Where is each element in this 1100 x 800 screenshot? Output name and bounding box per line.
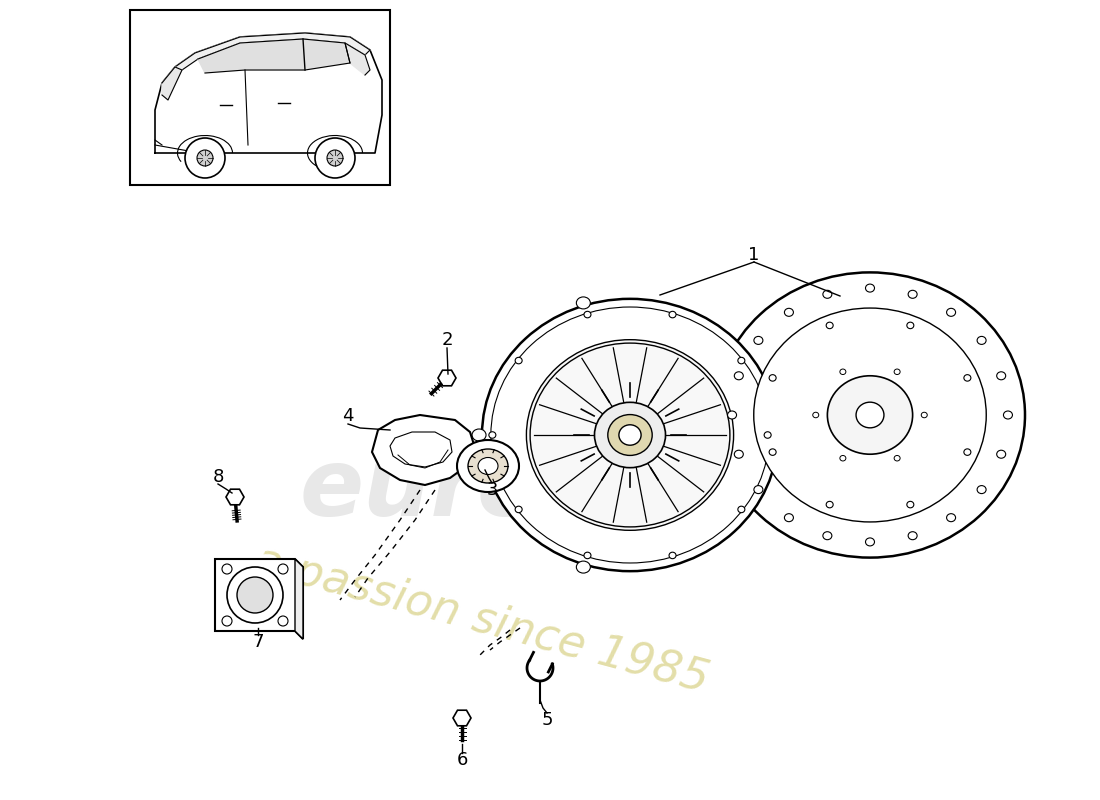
Ellipse shape xyxy=(468,449,508,483)
Ellipse shape xyxy=(964,449,971,455)
Ellipse shape xyxy=(754,486,763,494)
Ellipse shape xyxy=(478,458,498,474)
Ellipse shape xyxy=(576,297,591,309)
Ellipse shape xyxy=(515,358,522,364)
Bar xyxy=(130,10,390,185)
Ellipse shape xyxy=(769,449,777,455)
Ellipse shape xyxy=(594,402,666,468)
Ellipse shape xyxy=(906,502,914,508)
Circle shape xyxy=(185,138,226,178)
Ellipse shape xyxy=(527,340,734,530)
Ellipse shape xyxy=(456,440,519,492)
Ellipse shape xyxy=(482,299,778,571)
Ellipse shape xyxy=(997,372,1005,380)
Ellipse shape xyxy=(738,506,745,513)
Ellipse shape xyxy=(894,455,900,461)
Ellipse shape xyxy=(826,502,833,508)
Polygon shape xyxy=(214,559,302,639)
Polygon shape xyxy=(162,67,182,100)
Ellipse shape xyxy=(472,429,486,441)
Ellipse shape xyxy=(997,450,1005,458)
Polygon shape xyxy=(390,432,452,467)
Ellipse shape xyxy=(669,552,676,558)
Ellipse shape xyxy=(823,532,832,540)
Ellipse shape xyxy=(1003,411,1012,419)
Ellipse shape xyxy=(576,561,591,573)
Ellipse shape xyxy=(727,411,737,419)
Ellipse shape xyxy=(715,272,1025,558)
Ellipse shape xyxy=(735,450,744,458)
Ellipse shape xyxy=(619,425,641,446)
Text: 4: 4 xyxy=(342,407,354,425)
Ellipse shape xyxy=(840,455,846,461)
Ellipse shape xyxy=(784,514,793,522)
Ellipse shape xyxy=(856,402,884,428)
Text: eurospares: eurospares xyxy=(300,444,898,536)
Ellipse shape xyxy=(584,311,591,318)
Ellipse shape xyxy=(769,374,777,381)
Ellipse shape xyxy=(608,414,652,455)
Ellipse shape xyxy=(764,432,771,438)
Polygon shape xyxy=(345,43,370,75)
Polygon shape xyxy=(295,559,302,639)
Circle shape xyxy=(222,616,232,626)
Ellipse shape xyxy=(866,284,874,292)
Ellipse shape xyxy=(738,358,745,364)
Ellipse shape xyxy=(669,311,676,318)
Ellipse shape xyxy=(977,337,986,345)
Text: 7: 7 xyxy=(252,633,264,651)
Text: 2: 2 xyxy=(441,331,453,349)
Ellipse shape xyxy=(515,506,522,513)
Ellipse shape xyxy=(906,322,914,329)
Ellipse shape xyxy=(735,372,744,380)
Circle shape xyxy=(236,577,273,613)
Text: 5: 5 xyxy=(541,711,552,729)
Polygon shape xyxy=(198,39,350,73)
Circle shape xyxy=(327,150,343,166)
Polygon shape xyxy=(155,33,382,153)
Ellipse shape xyxy=(977,486,986,494)
Ellipse shape xyxy=(813,412,818,418)
Ellipse shape xyxy=(754,308,987,522)
Ellipse shape xyxy=(840,369,846,374)
Polygon shape xyxy=(175,33,370,70)
Ellipse shape xyxy=(909,532,917,540)
Ellipse shape xyxy=(947,308,956,316)
Text: 3: 3 xyxy=(486,481,497,499)
Circle shape xyxy=(278,616,288,626)
Circle shape xyxy=(222,564,232,574)
Ellipse shape xyxy=(947,514,956,522)
Ellipse shape xyxy=(584,552,591,558)
Text: 1: 1 xyxy=(748,246,760,264)
Ellipse shape xyxy=(826,322,833,329)
Circle shape xyxy=(278,564,288,574)
Ellipse shape xyxy=(823,290,832,298)
Text: 6: 6 xyxy=(456,751,468,769)
Text: 8: 8 xyxy=(212,468,223,486)
Circle shape xyxy=(315,138,355,178)
Ellipse shape xyxy=(827,376,913,454)
Ellipse shape xyxy=(894,369,900,374)
Ellipse shape xyxy=(909,290,917,298)
Ellipse shape xyxy=(491,307,769,563)
Ellipse shape xyxy=(488,432,496,438)
Circle shape xyxy=(197,150,213,166)
Text: a passion since 1985: a passion since 1985 xyxy=(250,538,714,702)
Ellipse shape xyxy=(964,374,971,381)
Ellipse shape xyxy=(754,337,763,345)
Ellipse shape xyxy=(866,538,874,546)
Ellipse shape xyxy=(784,308,793,316)
Polygon shape xyxy=(372,415,475,485)
Circle shape xyxy=(227,567,283,623)
Ellipse shape xyxy=(922,412,927,418)
